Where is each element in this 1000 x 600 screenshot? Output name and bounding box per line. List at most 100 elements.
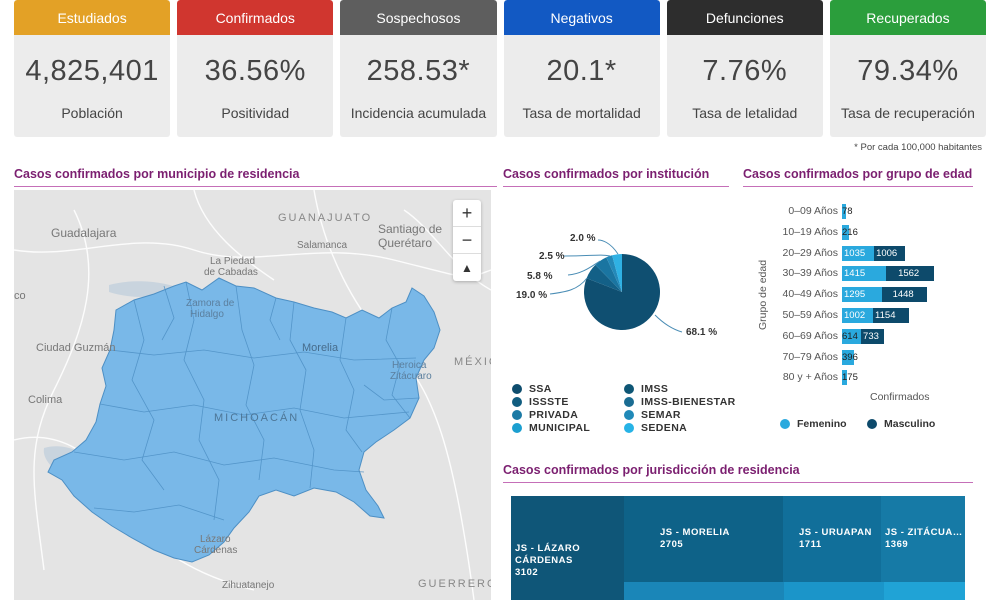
- age-legend-femenino[interactable]: Femenino: [780, 418, 847, 430]
- kpi-row: Estudiados 4,825,401 Población Confirmad…: [14, 0, 987, 137]
- map-label-queretaro: Querétaro: [378, 236, 433, 250]
- map-label-salamanca: Salamanca: [297, 240, 348, 251]
- legend-dot: [512, 423, 522, 433]
- age-legend-masculino[interactable]: Masculino: [867, 418, 935, 430]
- age-bar-femenino[interactable]: [842, 349, 855, 365]
- kpi-value: 20.1*: [546, 55, 617, 87]
- treemap-cell-bottom-a[interactable]: [624, 582, 784, 600]
- map-label-mexico: MÉXICO: [454, 356, 491, 368]
- pie-label-4: 19.0 %: [516, 290, 548, 301]
- map-label-colima: Colima: [28, 394, 63, 406]
- age-category-label: 80 y + Años: [782, 371, 838, 384]
- legend-item-semar[interactable]: SEMAR: [624, 409, 754, 421]
- legend-label: Femenino: [797, 418, 847, 430]
- jurisdiction-title: Casos confirmados por jurisdicción de re…: [503, 463, 973, 483]
- treemap-cell-bottom-b[interactable]: [784, 582, 884, 600]
- treemap-cell-zitacuaro[interactable]: JS - ZITÁCUA… 1369: [881, 496, 965, 582]
- age-bar-value-femenino: 1035: [844, 247, 866, 259]
- age-category-label: 70–79 Años: [782, 350, 838, 363]
- age-category-label: 60–69 Años: [782, 329, 838, 342]
- map-label-zitacuaro: Zitácuaro: [390, 371, 432, 382]
- michoacan-shape: [47, 277, 441, 563]
- age-category-label: 10–19 Años: [782, 225, 838, 238]
- pie-label-1: 2.0 %: [570, 233, 596, 244]
- treemap-cell-morelia[interactable]: JS - MORELIA 2705: [624, 496, 783, 582]
- age-bar-masculino[interactable]: [874, 245, 906, 261]
- treemap-cell-uruapan[interactable]: JS - URUAPAN 1711: [783, 496, 881, 582]
- legend-dot: [512, 410, 522, 420]
- kpi-subtitle: Tasa de letalidad: [692, 105, 798, 121]
- age-bar-value-femenino: 175: [842, 372, 858, 384]
- treemap-cell-name: JS - MORELIA: [660, 527, 730, 538]
- age-category-label: 20–29 Años: [782, 246, 838, 259]
- legend-dot: [624, 384, 634, 394]
- legend-item-sedena[interactable]: SEDENA: [624, 422, 754, 434]
- kpi-header: Recuperados: [829, 0, 987, 35]
- age-bar-femenino[interactable]: [842, 266, 886, 282]
- age-bar-value-masculino: 1562: [898, 268, 920, 280]
- kpi-card-confirmados[interactable]: Confirmados 36.56% Positividad: [177, 0, 334, 137]
- map-view[interactable]: GUANAJUATO Guadalajara Santiago de Queré…: [14, 190, 491, 600]
- kpi-card-estudiados[interactable]: Estudiados 4,825,401 Población: [14, 0, 171, 137]
- map-label-heroica: Heroica: [392, 360, 427, 371]
- kpi-card-recuperados[interactable]: Recuperados 79.34% Tasa de recuperación: [829, 0, 987, 137]
- map-label-santiago: Santiago de: [378, 222, 443, 236]
- zoom-in-button[interactable]: +: [453, 200, 481, 227]
- age-bar-femenino[interactable]: [842, 245, 875, 261]
- kpi-subtitle: Población: [61, 105, 123, 121]
- treemap-cell-lazaro-cardenas[interactable]: JS - LÁZARO CÁRDENAS 3102: [511, 496, 624, 600]
- age-bar-masculino[interactable]: [885, 266, 935, 282]
- age-bar-value-femenino: 1415: [844, 268, 866, 280]
- legend-label: SSA: [529, 383, 552, 395]
- map-label-ciudad-guzman: Ciudad Guzmán: [36, 342, 116, 354]
- age-bar-masculino[interactable]: [882, 287, 928, 303]
- institution-legend: SSA IMSS ISSSTE IMSS-BIENESTAR PRIVADA S…: [512, 383, 754, 434]
- map-label-cabadas: de Cabadas: [204, 267, 258, 278]
- kpi-card-defunciones[interactable]: Defunciones 7.76% Tasa de letalidad: [666, 0, 823, 137]
- age-bar-femenino[interactable]: [842, 308, 874, 323]
- legend-dot: [512, 384, 522, 394]
- age-bar-value-masculino: 1154: [875, 310, 896, 321]
- legend-item-ssa[interactable]: SSA: [512, 383, 624, 395]
- kpi-subtitle: Tasa de recuperación: [841, 105, 975, 121]
- age-bar-femenino[interactable]: [842, 287, 883, 303]
- map-label-la-piedad: La Piedad: [210, 256, 256, 267]
- age-bar-value-masculino: 733: [863, 330, 879, 342]
- reset-north-button[interactable]: ▲: [461, 260, 473, 275]
- kpi-value: 258.53*: [366, 55, 471, 87]
- treemap-cell-value: 1711: [799, 539, 822, 550]
- age-bar-femenino[interactable]: [842, 328, 862, 344]
- legend-item-imss[interactable]: IMSS: [624, 383, 754, 395]
- pie-slice-issste: [595, 257, 622, 292]
- pie-slice-imss: [586, 264, 622, 292]
- kpi-card-negativos[interactable]: Negativos 20.1* Tasa de mortalidad: [503, 0, 660, 137]
- treemap-cell-bottom-c[interactable]: [884, 582, 965, 600]
- age-bar-femenino[interactable]: [842, 204, 846, 219]
- age-x-axis-title: Confirmados: [870, 391, 930, 403]
- zoom-out-button[interactable]: −: [453, 227, 481, 254]
- legend-label: SEDENA: [641, 422, 688, 434]
- map-label-cardenas: Cárdenas: [194, 545, 238, 556]
- kpi-header: Sospechosos: [340, 0, 497, 35]
- legend-item-imss-bienestar[interactable]: IMSS-BIENESTAR: [624, 396, 754, 408]
- kpi-subtitle: Tasa de mortalidad: [522, 105, 641, 121]
- map-label-guerrero: GUERRERO: [418, 578, 491, 590]
- legend-label: MUNICIPAL: [529, 422, 591, 434]
- legend-item-issste[interactable]: ISSSTE: [512, 396, 624, 408]
- pie-label-3: 5.8 %: [527, 271, 553, 282]
- legend-item-privada[interactable]: PRIVADA: [512, 409, 624, 421]
- map-label-co: co: [14, 290, 26, 302]
- age-bar-femenino[interactable]: [842, 224, 849, 240]
- legend-label: IMSS-BIENESTAR: [641, 396, 736, 408]
- age-bar-femenino[interactable]: [842, 370, 848, 386]
- pie-label-5: 68.1 %: [686, 327, 718, 338]
- legend-label: IMSS: [641, 383, 669, 395]
- legend-item-municipal[interactable]: MUNICIPAL: [512, 422, 624, 434]
- kpi-header: Confirmados: [177, 0, 334, 35]
- legend-label: ISSSTE: [529, 396, 569, 408]
- age-bar-masculino[interactable]: [861, 328, 884, 344]
- age-bar-masculino[interactable]: [873, 308, 909, 323]
- kpi-subtitle: Incidencia acumulada: [350, 105, 487, 121]
- kpi-card-sospechosos[interactable]: Sospechosos 258.53* Incidencia acumulada: [340, 0, 497, 137]
- map-label-zihuatanejo: Zihuatanejo: [222, 580, 275, 591]
